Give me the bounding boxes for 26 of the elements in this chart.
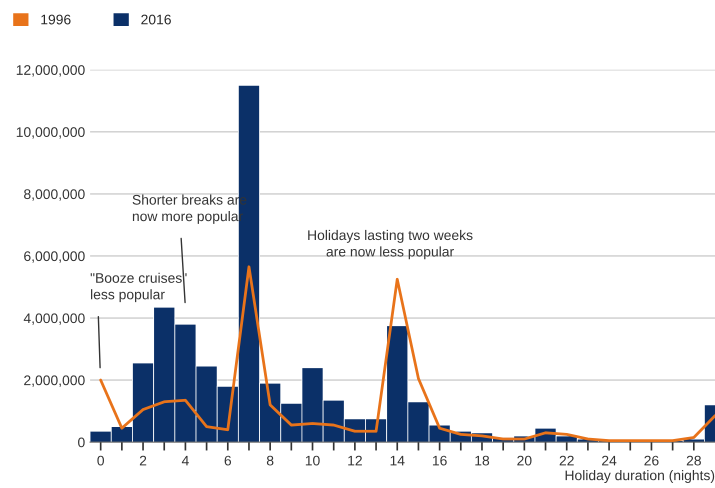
x-tick-label: 10 — [306, 456, 320, 466]
x-tick-label: 14 — [390, 456, 405, 466]
x-tick-label: 8 — [266, 456, 274, 466]
legend-label: 2016 — [141, 14, 171, 24]
x-tick-label: 20 — [517, 456, 532, 466]
y-tick-label: 2,000,000 — [24, 375, 85, 387]
x-tick-label: 6 — [224, 456, 232, 466]
y-tick-label: 4,000,000 — [24, 313, 85, 325]
x-tick-label: 12 — [348, 456, 362, 466]
x-tick-label: 4 — [182, 456, 189, 466]
legend-label: 1996 — [41, 14, 71, 24]
x-tick-label: 22 — [560, 456, 574, 466]
x-axis-title: Holiday duration (nights) — [566, 470, 714, 483]
y-tick-label: 0 — [78, 437, 85, 448]
x-tick-label: 28 — [686, 456, 701, 466]
x-tick-label: 24 — [602, 456, 616, 466]
x-tick-label: 0 — [97, 456, 104, 466]
x-tick-label: 2 — [140, 456, 146, 466]
x-tick-label: 18 — [475, 456, 490, 466]
y-tick-label: 12,000,000 — [16, 65, 85, 77]
annotation: Holidays lasting two weeks are now less popular — [308, 230, 473, 260]
x-tick-label: 16 — [432, 456, 447, 466]
x-tick-label: 26 — [644, 456, 659, 466]
y-tick-label: 6,000,000 — [24, 251, 85, 263]
y-tick-label: 10,000,000 — [16, 127, 85, 139]
y-tick-label: 8,000,000 — [24, 189, 85, 201]
